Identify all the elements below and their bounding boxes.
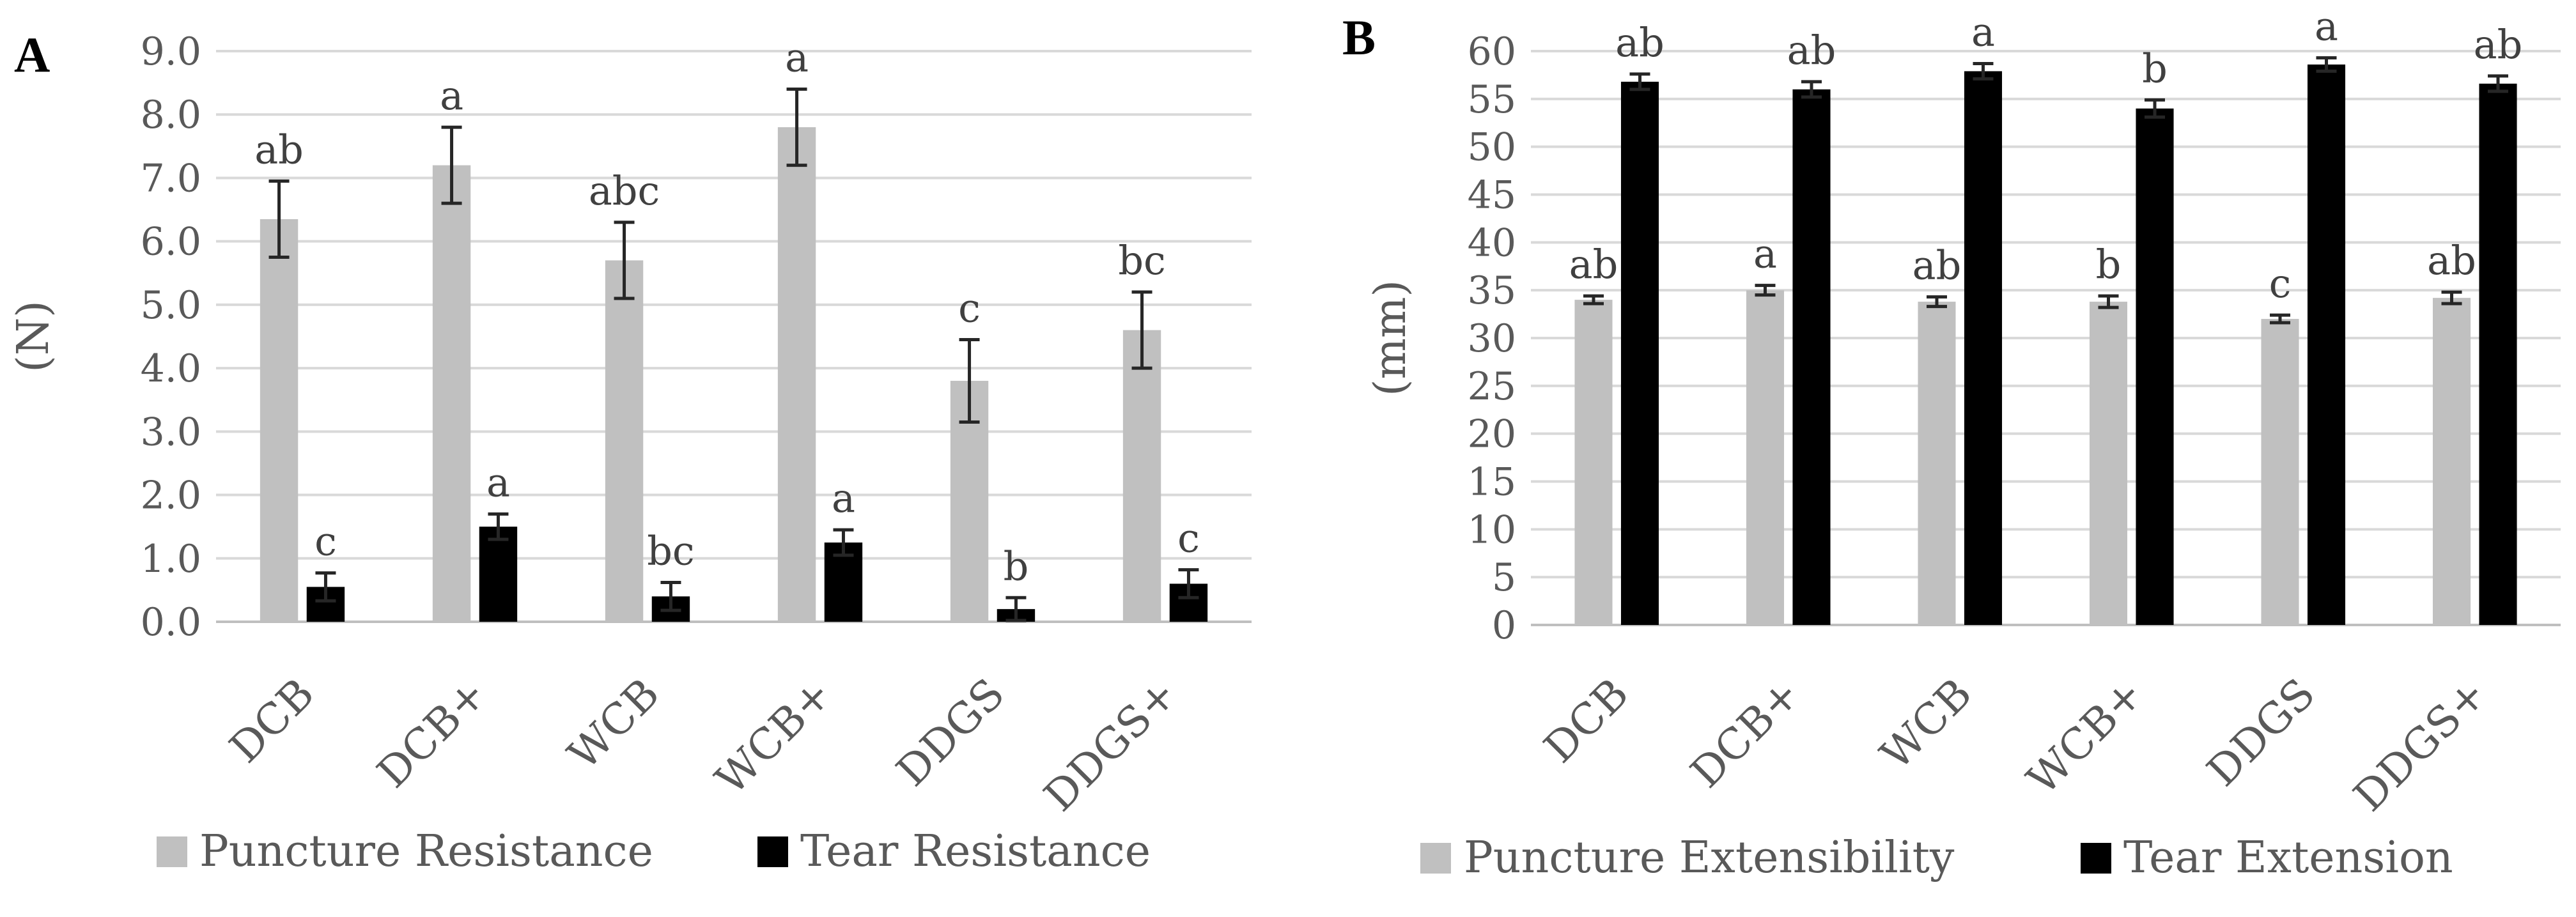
significance-label: abc: [589, 167, 660, 214]
x-tick-label: DCB+: [368, 669, 496, 798]
legend-swatch: [157, 836, 187, 867]
bar-tear-extension: [2479, 83, 2517, 626]
y-tick-label: 7.0: [141, 156, 201, 201]
significance-label: c: [2269, 260, 2292, 307]
panel-label: B: [1342, 10, 1376, 65]
significance-label: a: [440, 72, 463, 119]
bar-tear-extension: [1792, 89, 1831, 625]
bar-puncture-extensibility: [1918, 302, 1956, 625]
significance-label: a: [1753, 231, 1777, 277]
y-tick-label: 50: [1468, 125, 1516, 170]
significance-label: ab: [2427, 237, 2476, 284]
significance-label: c: [314, 518, 337, 565]
bar-tear-extension: [2307, 64, 2346, 626]
bar-puncture-resistance: [432, 165, 471, 622]
bar-puncture-extensibility: [2432, 298, 2471, 625]
bar-tear-extension: [1964, 71, 2003, 626]
bar-puncture-resistance: [777, 127, 816, 622]
x-tick-label: DDGS: [887, 669, 1014, 796]
x-tick-label: WCB: [1871, 669, 1981, 779]
significance-label: a: [2315, 3, 2338, 49]
y-tick-label: 0.0: [141, 600, 201, 645]
y-tick-label: 6.0: [141, 220, 201, 265]
bar-tear-resistance: [479, 527, 518, 622]
y-tick-label: 15: [1468, 460, 1516, 505]
x-tick-label: WCB+: [2018, 669, 2153, 805]
legend-swatch: [757, 836, 788, 867]
y-tick-label: 5.0: [141, 283, 201, 328]
significance-label: ab: [1569, 241, 1618, 288]
x-tick-label: WCB+: [706, 669, 842, 805]
y-tick-label: 3.0: [141, 410, 201, 454]
legend-swatch: [2081, 843, 2111, 874]
significance-label: ab: [1615, 19, 1664, 66]
y-tick-label: 25: [1468, 364, 1516, 409]
bar-puncture-resistance: [605, 260, 644, 622]
significance-label: a: [785, 35, 809, 81]
bar-puncture-resistance: [1122, 330, 1161, 622]
legend-label: Tear Extension: [2123, 833, 2453, 883]
bar-puncture-extensibility: [1746, 290, 1785, 626]
y-tick-label: 5: [1492, 555, 1516, 600]
bar-puncture-resistance: [260, 219, 299, 622]
y-tick-label: 10: [1468, 507, 1516, 552]
x-tick-label: DDGS: [2198, 669, 2325, 796]
significance-label: ab: [254, 126, 304, 173]
y-tick-label: 60: [1468, 29, 1516, 74]
y-axis-label: (N): [8, 300, 59, 373]
x-tick-label: DCB: [1535, 669, 1638, 773]
chart-panel-b: B051015202530354045505560(mm)ababDCBaabD…: [1342, 3, 2561, 883]
bar-puncture-extensibility: [2261, 319, 2299, 625]
y-tick-label: 30: [1468, 316, 1516, 361]
x-tick-label: DCB+: [1681, 669, 1810, 798]
x-tick-label: DDGS+: [1035, 669, 1187, 821]
significance-label: a: [832, 475, 855, 521]
significance-label: c: [958, 284, 981, 331]
legend-label: Tear Resistance: [800, 826, 1151, 877]
significance-label: b: [2096, 241, 2122, 288]
bar-puncture-extensibility: [1574, 300, 1613, 625]
significance-label: bc: [1118, 237, 1165, 284]
significance-label: ab: [2474, 21, 2523, 68]
legend-swatch: [1420, 843, 1451, 874]
significance-label: c: [1177, 515, 1200, 562]
panel-label: A: [14, 27, 50, 82]
bar-tear-extension: [2136, 108, 2174, 626]
significance-label: bc: [647, 527, 694, 574]
significance-label: a: [1971, 8, 1995, 55]
significance-label: b: [2142, 45, 2168, 91]
significance-label: ab: [1787, 27, 1836, 73]
bar-puncture-extensibility: [2089, 302, 2128, 625]
chart-panel-a: A0.01.02.03.04.05.06.07.08.09.0(N)abcDCB…: [8, 27, 1252, 877]
legend-label: Puncture Extensibility: [1464, 833, 1955, 883]
x-tick-label: DCB: [220, 669, 323, 773]
y-tick-label: 8.0: [141, 93, 201, 137]
bar-tear-extension: [1620, 81, 1659, 626]
y-tick-label: 35: [1468, 268, 1516, 313]
y-tick-label: 55: [1468, 77, 1516, 122]
y-tick-label: 0: [1492, 603, 1516, 648]
y-tick-label: 40: [1468, 220, 1516, 265]
y-tick-label: 9.0: [141, 29, 201, 74]
y-tick-label: 2.0: [141, 474, 201, 518]
y-tick-label: 45: [1468, 173, 1516, 218]
x-tick-label: WCB: [559, 669, 669, 779]
y-axis-label: (mm): [1365, 280, 1416, 396]
significance-label: a: [486, 459, 510, 505]
x-tick-label: DDGS+: [2344, 669, 2496, 821]
y-tick-label: 20: [1468, 412, 1516, 457]
y-tick-label: 4.0: [141, 346, 201, 391]
significance-label: b: [1004, 543, 1029, 589]
y-tick-label: 1.0: [141, 537, 201, 582]
significance-label: ab: [1913, 242, 1962, 289]
legend-label: Puncture Resistance: [199, 826, 653, 877]
